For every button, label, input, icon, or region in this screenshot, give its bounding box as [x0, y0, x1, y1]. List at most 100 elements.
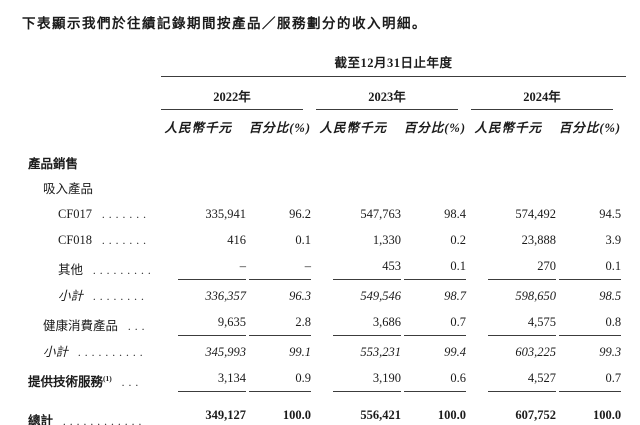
cell-value: 3.9 — [605, 233, 622, 247]
cell-value: 0.1 — [401, 253, 471, 283]
table-row: 小計 ........ 336,357 96.3 549,546 98.7 598,650… — [28, 283, 626, 309]
table-header: 截至12月31日止年度 2022年 2023年 2024年 人民幣千元 百分比(… — [28, 52, 627, 151]
cell-value: 336,357 — [205, 289, 246, 303]
cell-value — [161, 176, 246, 201]
dot-leader: ... — [114, 377, 143, 389]
cell-value: 574,492 — [515, 207, 556, 221]
cell-value: 96.2 — [289, 207, 311, 221]
cell-value — [556, 151, 626, 176]
table-row: 健康消費產品 ... 9,635 2.8 3,686 0.7 4,575 0.8 — [28, 309, 626, 339]
table-row: 產品銷售 — [28, 151, 626, 176]
header-spacer — [28, 110, 161, 151]
cell-value: 553,231 — [360, 345, 401, 359]
cell-value — [316, 176, 401, 201]
year-header-2024: 2024年 — [471, 77, 626, 110]
cell-value: 23,888 — [521, 233, 556, 247]
cell-value: 270 — [471, 253, 556, 283]
cell-value: 98.4 — [444, 207, 466, 221]
table-row: 小計 .......... 345,993 99.1 553,231 99.4 603,2… — [28, 339, 626, 365]
cell-value: 0.9 — [246, 365, 316, 395]
cell-value: 100.0 — [556, 395, 626, 425]
table-row: CF018 ....... 416 0.1 1,330 0.2 23,888 3.9 — [28, 227, 626, 253]
table-row: 總計 ............ 349,127 100.0 556,421 100.0 6… — [28, 395, 626, 425]
cell-value: 4,575 — [471, 309, 556, 339]
period-header-cell: 截至12月31日止年度 — [161, 52, 627, 77]
dot-leader: ............ — [56, 416, 146, 425]
row-label: 產品銷售 — [28, 157, 79, 171]
year-header-2023: 2023年 — [316, 77, 471, 110]
revenue-table: 截至12月31日止年度 2022年 2023年 2024年 人民幣千元 百分比(… — [28, 52, 627, 425]
header-spacer — [28, 77, 161, 110]
row-label: 小計 .......... — [43, 345, 147, 359]
col-header-amount-2024: 人民幣千元 — [474, 121, 542, 135]
cell-value: 98.5 — [599, 289, 622, 303]
row-label: 吸入產品 — [43, 182, 94, 196]
year-header-row: 2022年 2023年 2024年 — [28, 77, 626, 110]
cell-value: 0.7 — [556, 365, 626, 395]
cell-value — [401, 176, 471, 201]
cell-value: 0.6 — [401, 365, 471, 395]
cell-value: 0.7 — [401, 309, 471, 339]
row-label: 小計 ........ — [58, 289, 148, 303]
cell-value: 547,763 — [360, 207, 401, 221]
dot-leader: ....... — [95, 235, 151, 247]
table-body: 產品銷售吸入產品 CF017 ....... 335,941 96.2 547,763 9… — [28, 151, 626, 425]
cell-value: 335,941 — [205, 207, 246, 221]
cell-value: 98.7 — [444, 289, 466, 303]
cell-value: 3,190 — [316, 365, 401, 395]
cell-value: 4,527 — [471, 365, 556, 395]
cell-value — [471, 176, 556, 201]
cell-value — [471, 151, 556, 176]
cell-value: 9,635 — [161, 309, 246, 339]
row-label: CF017 ....... — [58, 207, 151, 221]
cell-value: 99.3 — [599, 345, 622, 359]
column-header-row: 人民幣千元 百分比(%) 人民幣千元 百分比(%) 人民幣千元 百分比(%) — [28, 110, 626, 151]
cell-value: 0.1 — [556, 253, 626, 283]
row-label: 提供技術服務(1) ... — [28, 373, 143, 389]
period-header-row: 截至12月31日止年度 — [28, 52, 627, 77]
cell-value: 3,134 — [161, 365, 246, 395]
year-header-2022: 2022年 — [161, 77, 316, 110]
row-label: 健康消費產品 ... — [43, 319, 149, 333]
cell-value: 416 — [227, 233, 246, 247]
cell-value: 100.0 — [246, 395, 316, 425]
table-row: CF017 ....... 335,941 96.2 547,763 98.4 574,4… — [28, 201, 626, 227]
dot-leader: ......... — [86, 265, 155, 277]
period-header: 截至12月31日止年度 — [161, 52, 627, 77]
cell-value: 598,650 — [515, 289, 556, 303]
cell-value: 1,330 — [372, 233, 401, 247]
table-row: 其他 ......... – –453 0.1 270 0.1 — [28, 253, 626, 283]
cell-value: 100.0 — [401, 395, 471, 425]
cell-value: 99.1 — [289, 345, 311, 359]
table-row: 提供技術服務(1) ... 3,134 0.9 3,190 0.6 4,527 0.7 — [28, 365, 626, 395]
cell-value: – — [246, 253, 316, 283]
cell-value: 453 — [316, 253, 401, 283]
cell-value — [161, 151, 246, 176]
col-header-percent-2022: 百分比(%) — [248, 121, 311, 135]
col-header-amount-2023: 人民幣千元 — [319, 121, 387, 135]
cell-value: 349,127 — [161, 395, 246, 425]
cell-value: 345,993 — [205, 345, 246, 359]
cell-value — [246, 176, 316, 201]
row-label: CF018 ....... — [58, 233, 151, 247]
header-spacer — [28, 52, 161, 77]
cell-value: 549,546 — [360, 289, 401, 303]
cell-value: 603,225 — [515, 345, 556, 359]
cell-value: 607,752 — [471, 395, 556, 425]
cell-value — [556, 176, 626, 201]
cell-value: 96.3 — [289, 289, 311, 303]
cell-value: 2.8 — [246, 309, 316, 339]
cell-value — [246, 151, 316, 176]
cell-value: 0.2 — [450, 233, 466, 247]
dot-leader: ... — [121, 321, 149, 333]
cell-value — [316, 151, 401, 176]
cell-value: 0.1 — [295, 233, 311, 247]
cell-value: 99.4 — [444, 345, 466, 359]
cell-value: 556,421 — [316, 395, 401, 425]
col-header-percent-2023: 百分比(%) — [403, 121, 466, 135]
cell-value: – — [161, 253, 246, 283]
table-row: 吸入產品 — [28, 176, 626, 201]
row-label: 總計 ............ — [28, 395, 161, 425]
cell-value: 3,686 — [316, 309, 401, 339]
